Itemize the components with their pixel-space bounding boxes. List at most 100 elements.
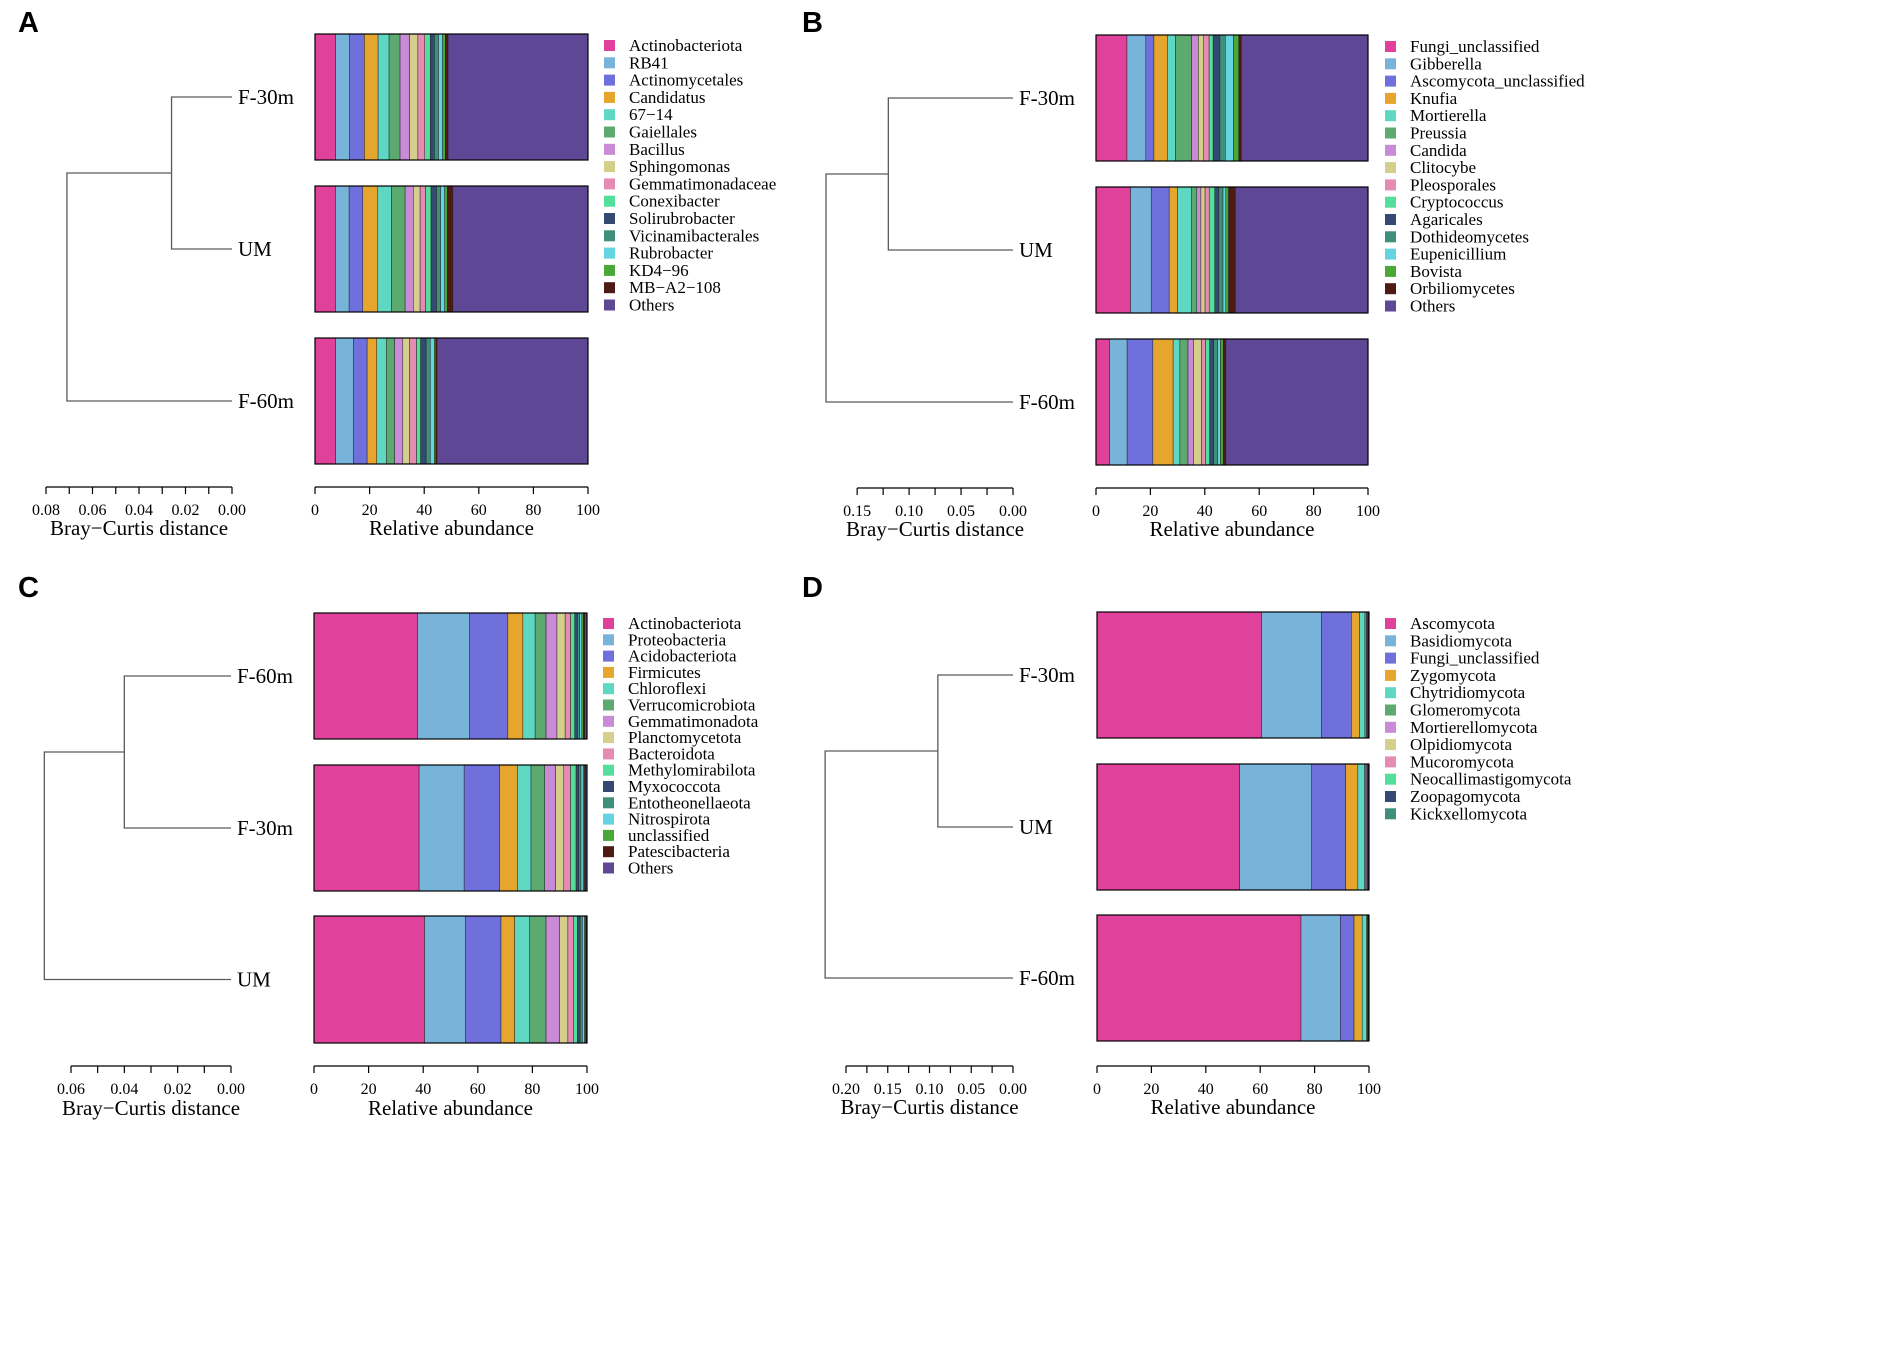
legend-swatch: [1385, 791, 1396, 802]
legend-label: Gibberella: [1410, 54, 1482, 73]
legend-label: Acidobacteriota: [628, 647, 737, 666]
bar-segment: [575, 764, 580, 892]
bar-segment: [545, 915, 560, 1044]
tick-label: 20: [1143, 1081, 1159, 1098]
bar-segment: [1130, 186, 1152, 314]
bar-segment: [545, 612, 558, 740]
stacked-bars: [1095, 34, 1369, 466]
bar-outline: [313, 612, 588, 740]
bar-segment: [1096, 914, 1302, 1042]
bar-segment: [436, 185, 441, 313]
legend-item: RB41: [604, 53, 669, 72]
legend-label: Vicinamibacterales: [629, 226, 759, 245]
legend-label: Sphingomonas: [629, 157, 730, 176]
legend-item: Proteobacteria: [603, 630, 727, 649]
bar-segment: [1219, 34, 1226, 162]
stacked-bar: [313, 915, 588, 1044]
bar-segment: [1218, 186, 1224, 314]
legend-label: Conexibacter: [629, 192, 720, 211]
bar-segment: [1179, 338, 1189, 466]
legend-swatch: [604, 213, 615, 224]
bar-segment: [1225, 338, 1369, 466]
bar-segment: [416, 337, 421, 465]
leaf-label: F-60m: [1019, 390, 1075, 414]
bar-segment: [1177, 186, 1192, 314]
legend-item: Firmicutes: [603, 663, 701, 682]
legend-item: Zoopagomycota: [1385, 787, 1521, 806]
bar-segment: [1191, 186, 1198, 314]
legend-swatch: [604, 40, 615, 51]
bar-segment: [579, 915, 583, 1044]
tick-label: 0.20: [832, 1081, 860, 1098]
bar-segment: [313, 612, 418, 740]
legend-label: Bovista: [1410, 262, 1462, 281]
bar-segment: [1191, 34, 1199, 162]
bar-segment: [1233, 34, 1239, 162]
bar-segment: [514, 915, 530, 1044]
legend-swatch: [603, 732, 614, 744]
legend-swatch: [603, 748, 614, 760]
legend-swatch: [1385, 300, 1396, 312]
bar-segment: [364, 33, 379, 161]
bar-segment: [418, 764, 465, 892]
leaf-label: F-30m: [1019, 663, 1075, 687]
tick-label: 20: [362, 502, 378, 519]
bar-segment: [424, 33, 431, 161]
bar-axis-title: Relative abundance: [369, 516, 534, 540]
stacked-bar: [313, 612, 588, 740]
legend-label: Entotheonellaeota: [628, 793, 751, 812]
panel-letter: C: [18, 572, 39, 604]
legend-swatch: [604, 143, 615, 155]
legend-swatch: [1385, 92, 1396, 104]
dendrogram-branch: [937, 674, 1013, 828]
bar-segment: [1239, 763, 1312, 891]
bar-outline: [1095, 34, 1369, 162]
legend-item: Chloroflexi: [603, 679, 707, 698]
bar-segment: [314, 33, 336, 161]
legend-item: Verrucomicrobiota: [603, 696, 756, 715]
bar-segment: [463, 764, 500, 892]
legend-swatch: [1385, 687, 1396, 699]
legend-label: KD4−96: [629, 261, 689, 280]
tick-label: 80: [524, 1081, 540, 1098]
bar-segment: [1168, 186, 1178, 314]
legend-label: Verrucomicrobiota: [628, 696, 756, 715]
bar-segment: [517, 764, 532, 892]
bar-segment: [376, 337, 387, 465]
legend-swatch: [1385, 773, 1396, 785]
bar-segment: [1096, 763, 1240, 891]
bar-segment: [1222, 338, 1227, 466]
legend-label: Gemmatimonadota: [628, 712, 759, 731]
legend-item: Gemmatimonadota: [603, 712, 759, 731]
bar-segment: [335, 337, 354, 465]
tick-label: 0.00: [999, 1081, 1027, 1098]
bar-segment: [447, 33, 589, 161]
legend-label: Actinobacteriota: [629, 36, 743, 55]
bar-segment: [386, 337, 395, 465]
legend-item: Zygomycota: [1385, 666, 1496, 685]
bar-segment: [1205, 338, 1210, 466]
legend-swatch: [603, 813, 614, 825]
legend-swatch: [1385, 756, 1396, 768]
legend-item: Candida: [1385, 141, 1467, 160]
bar-segment: [434, 33, 439, 161]
legend-item: Ascomycota_unclassified: [1385, 72, 1585, 91]
legend-swatch: [603, 846, 614, 858]
bar-segment: [1208, 186, 1215, 314]
tick-label: 0.04: [125, 502, 153, 519]
bar-segment: [452, 185, 589, 313]
tick-label: 40: [1197, 503, 1213, 520]
bar-segment: [1357, 763, 1365, 891]
stacked-bar: [313, 764, 588, 892]
legend-item: Glomeromycota: [1385, 701, 1521, 720]
legend-label: Chytridiomycota: [1410, 683, 1526, 702]
legend-item: Fungi_unclassified: [1385, 649, 1540, 668]
bar-segment: [469, 612, 509, 740]
bar-segment: [1204, 186, 1210, 314]
tick-label: 0.06: [79, 502, 107, 519]
legend-swatch: [1385, 196, 1396, 208]
legend-swatch: [1385, 248, 1396, 260]
legend-swatch: [603, 650, 614, 662]
legend-swatch: [1385, 635, 1396, 647]
legend-item: Chytridiomycota: [1385, 683, 1526, 702]
